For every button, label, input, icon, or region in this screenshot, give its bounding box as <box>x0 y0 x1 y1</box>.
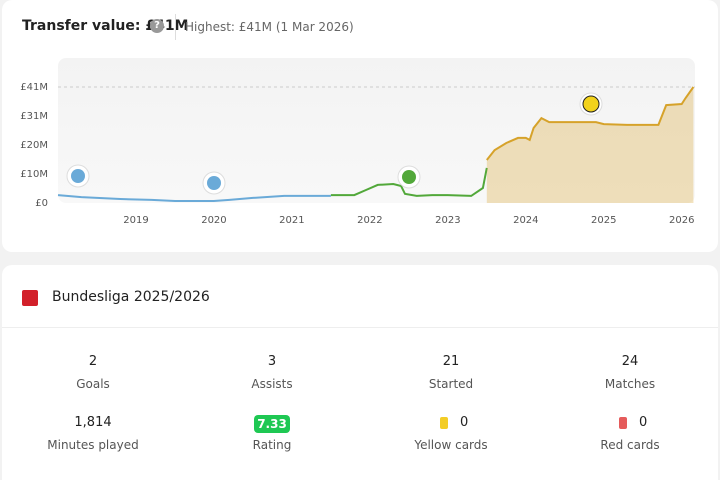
y-tick-label: £0 <box>35 198 48 209</box>
stat-label: Rating <box>252 438 292 452</box>
x-tick-label: 2022 <box>357 215 382 226</box>
stat-value: 24 <box>621 354 639 369</box>
rating-badge: 7.33 <box>254 415 290 433</box>
x-tick-label: 2025 <box>591 215 616 226</box>
chart: £0 £10M £20M £31M £41M 2019 2020 2021 2022 2023 20… <box>20 58 695 226</box>
highest: Highest: £41M (1 Mar 2026) <box>185 20 354 34</box>
x-tick-label: 2024 <box>513 215 538 226</box>
club-badge <box>397 165 421 189</box>
value-line <box>57 194 331 202</box>
y-tick-label: £10M <box>20 169 48 180</box>
plot-area <box>58 58 695 203</box>
stat-value: 2 <box>88 354 98 369</box>
y-tick-label: £41M <box>20 82 48 93</box>
league-name: Bundesliga 2025/2026 <box>52 289 210 305</box>
x-tick-label: 2023 <box>435 215 460 226</box>
stat-label: Assists <box>251 377 293 391</box>
stat-value: 0 <box>639 415 648 430</box>
stats-card: Bundesliga 2025/2026 2 Goals 3 Assists 2… <box>2 265 718 480</box>
club-badge <box>202 171 226 195</box>
club-badge <box>66 164 90 188</box>
league-icon <box>22 290 38 306</box>
x-tick-label: 2020 <box>201 215 226 226</box>
stat-value: 1,814 <box>74 415 112 430</box>
x-tick-label: 2026 <box>669 215 694 226</box>
stat-label: Minutes played <box>47 438 139 452</box>
value-line <box>486 86 695 161</box>
x-tick-label: 2021 <box>279 215 304 226</box>
stat-label: Matches <box>604 377 656 391</box>
stat-value: 0 <box>460 415 469 430</box>
yellow-card-icon <box>440 417 448 429</box>
help-icon[interactable]: ? <box>150 19 164 33</box>
value-line <box>330 167 488 197</box>
separator <box>2 327 718 328</box>
stat-label: Goals <box>76 377 110 391</box>
x-tick-label: 2019 <box>123 215 148 226</box>
stat-label: Yellow cards <box>414 438 488 452</box>
red-card-icon <box>619 417 627 429</box>
club-badge <box>579 92 603 116</box>
divider <box>175 14 176 40</box>
stat-label: Started <box>428 377 474 391</box>
title: Transfer value: £41M <box>22 18 189 34</box>
y-tick-label: £31M <box>20 111 48 122</box>
area <box>486 87 694 203</box>
stat-value: 21 <box>442 354 460 369</box>
stat-value: 3 <box>267 354 277 369</box>
stat-label: Red cards <box>600 438 660 452</box>
y-tick-label: £20M <box>20 140 48 151</box>
